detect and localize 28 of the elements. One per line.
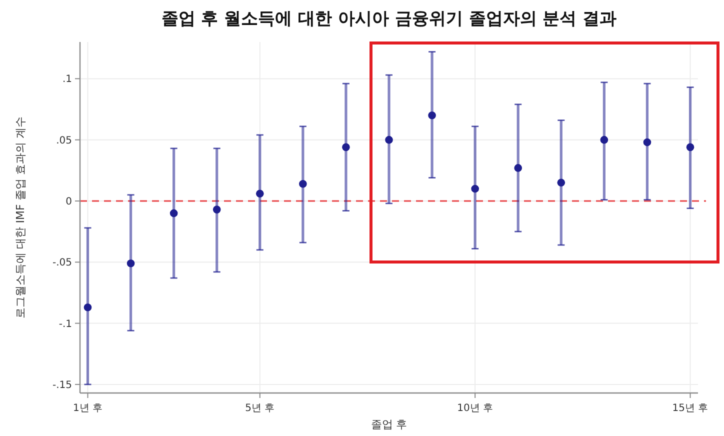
point xyxy=(514,164,522,172)
chart-title: 졸업 후 월소득에 대한 아시아 금융위기 졸업자의 분석 결과 xyxy=(161,9,617,29)
point xyxy=(170,209,178,218)
x-tick-label: 15년 후 xyxy=(672,403,708,414)
y-axis-title: 로그월소득에 대한 IMF 졸업 효과의 계수 xyxy=(14,116,27,318)
y-tick-label: -.1 xyxy=(58,318,72,330)
y-tick-label: .1 xyxy=(62,74,72,86)
point xyxy=(256,190,264,198)
x-axis-title: 졸업 후 xyxy=(370,418,408,431)
point xyxy=(686,143,694,152)
y-tick-label: 0 xyxy=(66,196,72,208)
x-tick-label: 5년 후 xyxy=(245,403,275,414)
point xyxy=(212,206,221,214)
x-tick-label: 1년 후 xyxy=(72,403,103,414)
y-tick-label: -.05 xyxy=(52,258,72,269)
point xyxy=(385,136,393,144)
point xyxy=(84,303,92,312)
point xyxy=(126,259,135,268)
point xyxy=(600,136,608,144)
point xyxy=(643,138,652,146)
y-tick-label: -.15 xyxy=(52,380,72,391)
point xyxy=(471,184,479,193)
point xyxy=(557,178,566,187)
y-tick-label: .05 xyxy=(56,135,72,146)
point xyxy=(428,111,436,120)
point xyxy=(299,180,307,188)
point xyxy=(342,143,350,152)
x-tick-label: 10년 후 xyxy=(457,403,494,414)
